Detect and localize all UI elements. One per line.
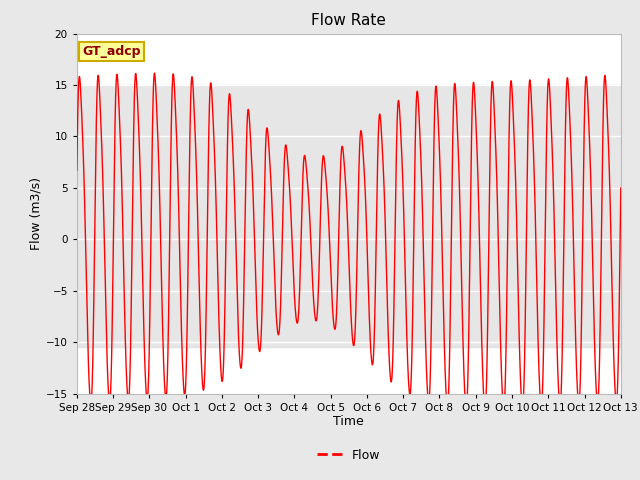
Flow bbox=[617, 185, 625, 191]
Legend: Flow: Flow bbox=[312, 444, 385, 467]
Flow bbox=[523, 204, 531, 209]
X-axis label: Time: Time bbox=[333, 415, 364, 429]
Flow bbox=[152, 78, 159, 84]
Flow bbox=[481, 406, 489, 411]
Bar bbox=[77, 85, 621, 348]
Title: Flow Rate: Flow Rate bbox=[312, 13, 386, 28]
Flow bbox=[150, 70, 158, 76]
Line: Flow: Flow bbox=[77, 73, 621, 408]
Y-axis label: Flow (m3/s): Flow (m3/s) bbox=[30, 177, 43, 250]
Flow bbox=[178, 347, 186, 352]
Flow bbox=[73, 168, 81, 173]
Flow bbox=[313, 316, 321, 322]
Text: GT_adcp: GT_adcp bbox=[82, 45, 141, 58]
Flow bbox=[382, 243, 390, 249]
Flow bbox=[522, 303, 529, 309]
